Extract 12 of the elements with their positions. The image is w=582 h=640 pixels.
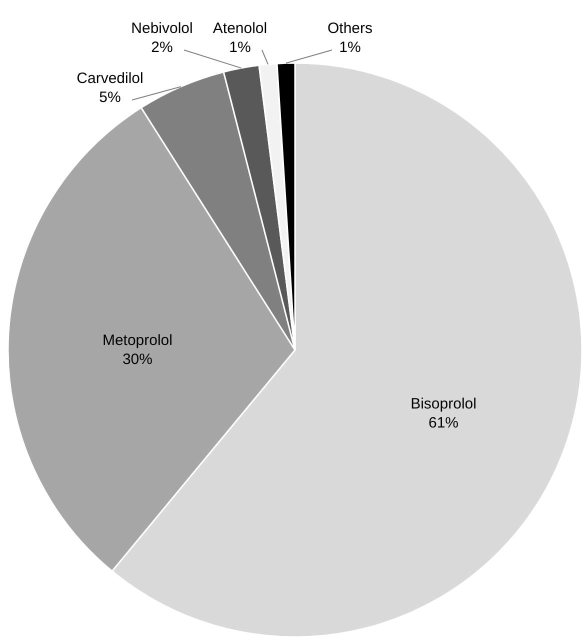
slice-label: Carvedilol [76, 70, 144, 87]
data-label: 30% [122, 351, 152, 368]
data-label: 2% [151, 39, 173, 56]
data-label: 1% [229, 39, 251, 56]
data-label: 61% [428, 414, 459, 432]
slice-label: Metoprolol [102, 332, 172, 350]
slice-label: Atenolol [212, 20, 268, 37]
slice-label: Bisoprolol [410, 395, 476, 412]
slice-label: Others [327, 20, 373, 37]
slice-label: Nebivolol [131, 20, 193, 37]
data-label: 1% [339, 39, 361, 56]
data-label: 5% [99, 89, 121, 106]
